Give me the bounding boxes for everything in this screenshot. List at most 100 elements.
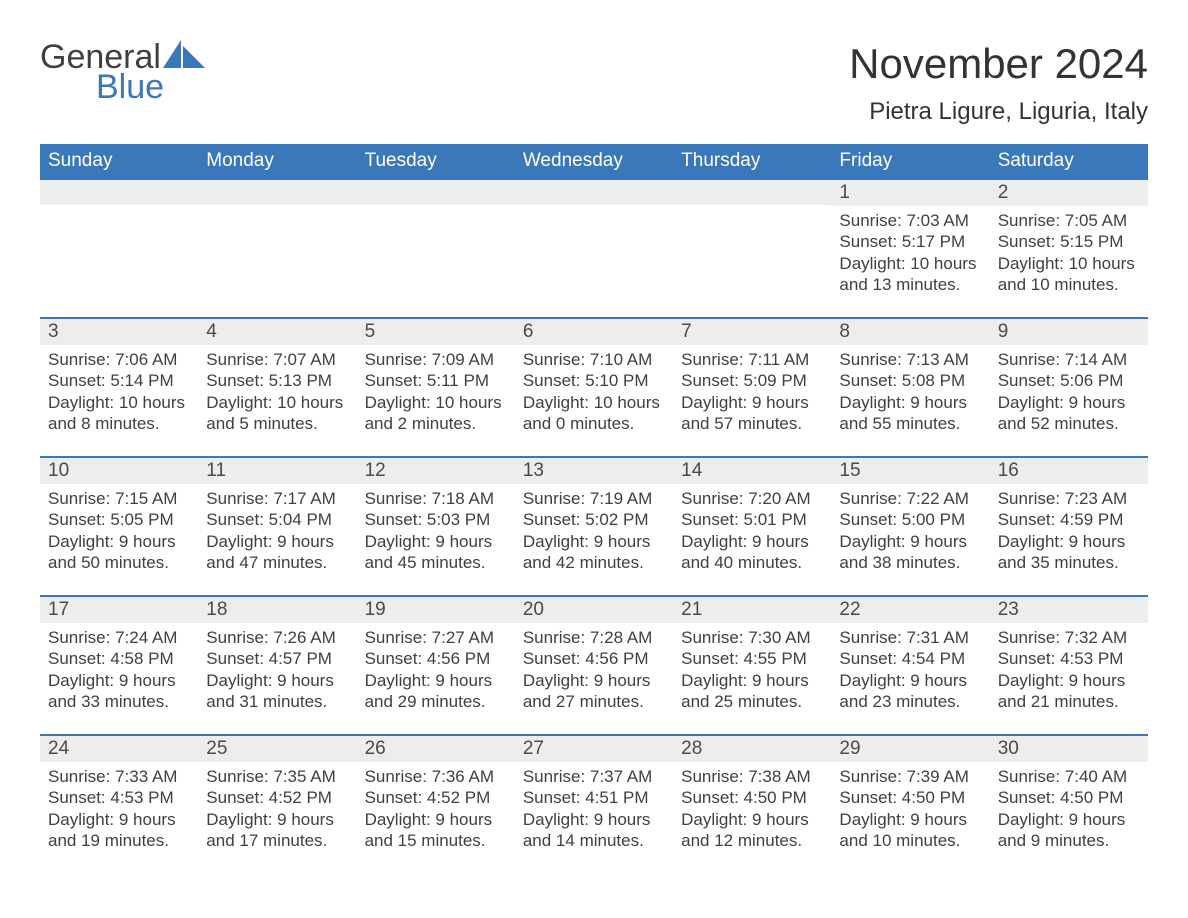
day-number	[673, 180, 831, 205]
calendar-cell: 23Sunrise: 7:32 AMSunset: 4:53 PMDayligh…	[990, 597, 1148, 712]
sunset-line: Sunset: 4:52 PM	[365, 787, 507, 808]
day-number: 9	[990, 319, 1148, 345]
daylight-line: Daylight: 9 hours and 57 minutes.	[681, 392, 823, 435]
day-number: 19	[357, 597, 515, 623]
day-info: Sunrise: 7:06 AMSunset: 5:14 PMDaylight:…	[48, 349, 190, 434]
sunset-line: Sunset: 4:51 PM	[523, 787, 665, 808]
calendar-cell: 14Sunrise: 7:20 AMSunset: 5:01 PMDayligh…	[673, 458, 831, 573]
sunrise-line: Sunrise: 7:03 AM	[839, 210, 981, 231]
day-number: 10	[40, 458, 198, 484]
sunrise-line: Sunrise: 7:15 AM	[48, 488, 190, 509]
sunrise-line: Sunrise: 7:14 AM	[998, 349, 1140, 370]
day-number: 15	[831, 458, 989, 484]
sunrise-line: Sunrise: 7:19 AM	[523, 488, 665, 509]
day-info: Sunrise: 7:11 AMSunset: 5:09 PMDaylight:…	[681, 349, 823, 434]
day-info: Sunrise: 7:22 AMSunset: 5:00 PMDaylight:…	[839, 488, 981, 573]
daylight-line: Daylight: 9 hours and 9 minutes.	[998, 809, 1140, 852]
sunset-line: Sunset: 4:59 PM	[998, 509, 1140, 530]
day-info: Sunrise: 7:39 AMSunset: 4:50 PMDaylight:…	[839, 766, 981, 851]
calendar-cell: 5Sunrise: 7:09 AMSunset: 5:11 PMDaylight…	[357, 319, 515, 434]
day-number: 27	[515, 736, 673, 762]
sunset-line: Sunset: 5:03 PM	[365, 509, 507, 530]
sunset-line: Sunset: 4:57 PM	[206, 648, 348, 669]
daylight-line: Daylight: 10 hours and 5 minutes.	[206, 392, 348, 435]
daylight-line: Daylight: 9 hours and 47 minutes.	[206, 531, 348, 574]
sunset-line: Sunset: 4:55 PM	[681, 648, 823, 669]
sunrise-line: Sunrise: 7:40 AM	[998, 766, 1140, 787]
daylight-line: Daylight: 9 hours and 25 minutes.	[681, 670, 823, 713]
calendar-cell: 24Sunrise: 7:33 AMSunset: 4:53 PMDayligh…	[40, 736, 198, 851]
day-number: 3	[40, 319, 198, 345]
calendar-cell: 9Sunrise: 7:14 AMSunset: 5:06 PMDaylight…	[990, 319, 1148, 434]
sunset-line: Sunset: 5:05 PM	[48, 509, 190, 530]
day-info: Sunrise: 7:19 AMSunset: 5:02 PMDaylight:…	[523, 488, 665, 573]
day-number: 25	[198, 736, 356, 762]
day-number: 22	[831, 597, 989, 623]
daylight-line: Daylight: 9 hours and 38 minutes.	[839, 531, 981, 574]
week-row: 24Sunrise: 7:33 AMSunset: 4:53 PMDayligh…	[40, 734, 1148, 857]
title-block: November 2024 Pietra Ligure, Liguria, It…	[849, 40, 1148, 126]
sunset-line: Sunset: 4:54 PM	[839, 648, 981, 669]
brand-text: General Blue	[40, 40, 205, 105]
calendar-cell: 12Sunrise: 7:18 AMSunset: 5:03 PMDayligh…	[357, 458, 515, 573]
sunset-line: Sunset: 5:00 PM	[839, 509, 981, 530]
calendar-cell: 7 Sunrise: 7:11 AMSunset: 5:09 PMDaylight…	[673, 319, 831, 434]
daylight-line: Daylight: 9 hours and 42 minutes.	[523, 531, 665, 574]
day-number: 13	[515, 458, 673, 484]
sunrise-line: Sunrise: 7:20 AM	[681, 488, 823, 509]
dow-header: Thursday	[673, 144, 831, 178]
day-info: Sunrise: 7:33 AMSunset: 4:53 PMDaylight:…	[48, 766, 190, 851]
daylight-line: Daylight: 9 hours and 21 minutes.	[998, 670, 1140, 713]
calendar-cell: 26Sunrise: 7:36 AMSunset: 4:52 PMDayligh…	[357, 736, 515, 851]
day-number: 6	[515, 319, 673, 345]
location-subtitle: Pietra Ligure, Liguria, Italy	[849, 98, 1148, 126]
daylight-line: Daylight: 10 hours and 10 minutes.	[998, 253, 1140, 296]
sunrise-line: Sunrise: 7:35 AM	[206, 766, 348, 787]
daylight-line: Daylight: 9 hours and 50 minutes.	[48, 531, 190, 574]
calendar-cell: 11Sunrise: 7:17 AMSunset: 5:04 PMDayligh…	[198, 458, 356, 573]
calendar-cell: 18Sunrise: 7:26 AMSunset: 4:57 PMDayligh…	[198, 597, 356, 712]
calendar-cell: 29Sunrise: 7:39 AMSunset: 4:50 PMDayligh…	[831, 736, 989, 851]
calendar-cell-empty	[515, 180, 673, 295]
sunset-line: Sunset: 5:02 PM	[523, 509, 665, 530]
sunset-line: Sunset: 4:58 PM	[48, 648, 190, 669]
day-number	[40, 180, 198, 205]
sunset-line: Sunset: 4:50 PM	[998, 787, 1140, 808]
day-info: Sunrise: 7:13 AMSunset: 5:08 PMDaylight:…	[839, 349, 981, 434]
day-info: Sunrise: 7:18 AMSunset: 5:03 PMDaylight:…	[365, 488, 507, 573]
day-info: Sunrise: 7:05 AMSunset: 5:15 PMDaylight:…	[998, 210, 1140, 295]
daylight-line: Daylight: 10 hours and 8 minutes.	[48, 392, 190, 435]
calendar-cell-empty	[357, 180, 515, 295]
calendar-cell: 16Sunrise: 7:23 AMSunset: 4:59 PMDayligh…	[990, 458, 1148, 573]
calendar-cell: 10 Sunrise: 7:15 AMSunset: 5:05 PMDayligh…	[40, 458, 198, 573]
daylight-line: Daylight: 9 hours and 29 minutes.	[365, 670, 507, 713]
sunset-line: Sunset: 5:14 PM	[48, 370, 190, 391]
day-number: 2	[990, 180, 1148, 206]
calendar-cell: 30Sunrise: 7:40 AMSunset: 4:50 PMDayligh…	[990, 736, 1148, 851]
daylight-line: Daylight: 10 hours and 13 minutes.	[839, 253, 981, 296]
daylight-line: Daylight: 9 hours and 23 minutes.	[839, 670, 981, 713]
day-number: 7	[673, 319, 831, 345]
calendar-cell: 27Sunrise: 7:37 AMSunset: 4:51 PMDayligh…	[515, 736, 673, 851]
calendar-cell: 28Sunrise: 7:38 AMSunset: 4:50 PMDayligh…	[673, 736, 831, 851]
sunset-line: Sunset: 5:08 PM	[839, 370, 981, 391]
dow-header-row: SundayMondayTuesdayWednesdayThursdayFrid…	[40, 144, 1148, 178]
day-info: Sunrise: 7:23 AMSunset: 4:59 PMDaylight:…	[998, 488, 1140, 573]
calendar-cell-empty	[673, 180, 831, 295]
sunset-line: Sunset: 5:01 PM	[681, 509, 823, 530]
sunrise-line: Sunrise: 7:39 AM	[839, 766, 981, 787]
sunset-line: Sunset: 5:13 PM	[206, 370, 348, 391]
day-number: 14	[673, 458, 831, 484]
sunrise-line: Sunrise: 7:24 AM	[48, 627, 190, 648]
day-info: Sunrise: 7:15 AMSunset: 5:05 PMDaylight:…	[48, 488, 190, 573]
day-info: Sunrise: 7:07 AMSunset: 5:13 PMDaylight:…	[206, 349, 348, 434]
day-number: 17	[40, 597, 198, 623]
daylight-line: Daylight: 9 hours and 10 minutes.	[839, 809, 981, 852]
calendar-cell: 2 Sunrise: 7:05 AMSunset: 5:15 PMDaylight…	[990, 180, 1148, 295]
day-info: Sunrise: 7:09 AMSunset: 5:11 PMDaylight:…	[365, 349, 507, 434]
sunrise-line: Sunrise: 7:31 AM	[839, 627, 981, 648]
daylight-line: Daylight: 9 hours and 31 minutes.	[206, 670, 348, 713]
calendar-cell: 13 Sunrise: 7:19 AMSunset: 5:02 PMDayligh…	[515, 458, 673, 573]
calendar-cell: 8Sunrise: 7:13 AMSunset: 5:08 PMDaylight…	[831, 319, 989, 434]
sunrise-line: Sunrise: 7:38 AM	[681, 766, 823, 787]
